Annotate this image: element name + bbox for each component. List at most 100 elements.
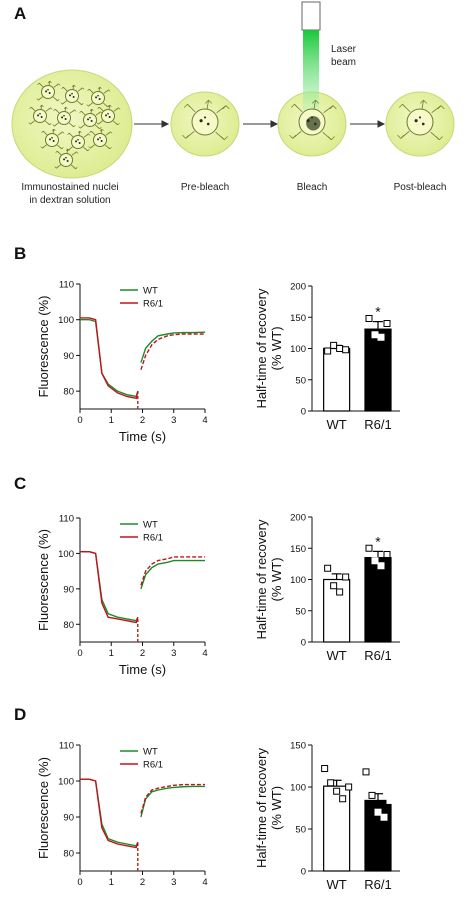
y-tick-label: 110 <box>59 741 74 752</box>
nucleus-process-branch <box>85 149 88 152</box>
nucleus-process-branch <box>65 148 69 151</box>
nucleus-process-branch <box>60 131 63 134</box>
legend-label-r61: R6/1 <box>143 760 163 771</box>
nucleus-process-branch <box>88 133 91 136</box>
y-tick-label: 90 <box>63 813 74 824</box>
nucleus-process-branch <box>327 136 332 140</box>
nucleus-process-branch <box>312 99 316 104</box>
nucleus-process-branch <box>28 122 31 125</box>
nucleus-process-branch <box>54 124 57 127</box>
nucleus-process-branch <box>47 123 50 126</box>
recovery-line-wt <box>140 559 205 590</box>
nucleus-process-branch <box>54 166 57 169</box>
nucleus-process <box>40 105 43 110</box>
nucleus-process-branch <box>76 151 79 154</box>
laser-label-line2: beam <box>331 57 356 68</box>
panel-c-charts: 80 90 100 110 0 1 2 3 4 Fluorescence (%) Time (s) W… <box>36 513 400 677</box>
x-tick-label: 3 <box>171 648 176 659</box>
nucleus-process-branch <box>97 86 101 89</box>
y-tick-label: 80 <box>63 849 74 860</box>
bar-y-tick-label: 150 <box>290 313 306 324</box>
nucleus-process <box>313 100 316 110</box>
data-point-r61 <box>374 808 382 816</box>
nucleus-process-branch <box>86 104 89 107</box>
nucleolus <box>108 115 111 118</box>
nucleus-process-branch <box>51 128 55 131</box>
data-point-r61 <box>377 333 385 341</box>
nucleus-process-branch <box>115 123 118 126</box>
laser-beam <box>303 30 319 110</box>
nucleus-process <box>421 100 424 110</box>
nucleus-process-branch <box>87 88 90 91</box>
nucleus-process-branch <box>98 111 101 114</box>
nucleus-process-branch <box>98 106 102 109</box>
bar-category-label-r61: R6/1 <box>364 417 391 432</box>
nucleus-process-branch <box>420 99 424 104</box>
x-tick-label: 1 <box>109 877 114 888</box>
nucleus-process-branch <box>79 103 82 106</box>
bar-y-axis-label-line2: (% WT) <box>269 326 284 370</box>
data-point-wt <box>330 582 338 590</box>
bar-category-label-r61: R6/1 <box>364 877 391 892</box>
nucleolus <box>100 139 103 142</box>
y-tick-label: 90 <box>63 584 74 595</box>
bar-y-axis-label-line1: Half-time of recovery <box>254 519 269 639</box>
data-point-wt <box>321 765 329 773</box>
nucleus-process-branch <box>88 88 92 91</box>
nucleus-process-branch <box>36 98 39 101</box>
nucleus-bleach <box>289 99 337 141</box>
nucleus-process-branch <box>97 127 100 130</box>
bar-y-tick-label: 100 <box>290 575 306 586</box>
bar-y-tick-label: 50 <box>295 375 306 386</box>
nucleolus <box>47 88 49 91</box>
nucleolus <box>52 139 55 142</box>
nucleolus <box>75 140 78 143</box>
arrow-3-head <box>377 120 386 128</box>
nucleolus <box>72 95 75 98</box>
nucleus-process-branch <box>72 109 75 112</box>
data-point-r61 <box>386 796 394 804</box>
data-point-r61 <box>365 544 373 552</box>
bleached-spot <box>306 116 321 131</box>
x-tick-label: 1 <box>109 415 114 426</box>
nucleus-process-branch <box>59 147 62 150</box>
y-tick-label: 100 <box>58 549 74 560</box>
nucleus-process-branch <box>97 106 100 109</box>
panel-a-schematic: Laser beam Immunostained nuclei in dextr… <box>11 1 455 206</box>
nucleus-small <box>28 104 53 126</box>
nucleus-process-branch <box>79 110 82 113</box>
nucleus-body <box>101 109 115 123</box>
nucleus-process-branch <box>39 104 43 107</box>
bar-y-tick-label: 150 <box>290 741 306 752</box>
nucleus-process-branch <box>68 132 72 135</box>
nucleus-process-branch <box>74 109 77 112</box>
legend-label-r61: R6/1 <box>143 299 163 310</box>
data-point-wt <box>345 783 353 791</box>
data-point-wt <box>336 345 344 352</box>
nucleus-process-branch <box>423 99 428 104</box>
bar-y-tick-label: 100 <box>290 344 306 355</box>
nucleus-process-branch <box>65 106 68 109</box>
nucleus-small <box>78 108 103 130</box>
x-tick-label: 4 <box>202 648 207 659</box>
panel-b-charts: 80 90 100 110 0 1 2 3 4 Fluorescence (%) Time (s) W… <box>36 280 400 444</box>
data-point-r61 <box>362 768 370 776</box>
nucleus-small <box>36 80 61 102</box>
nucleus-process-branch <box>400 134 405 139</box>
data-point-r61 <box>368 791 376 799</box>
nucleus-process <box>108 105 111 110</box>
nucleolus <box>77 138 79 141</box>
nucleus-process-branch <box>38 82 42 85</box>
nucleus-process <box>72 85 75 90</box>
nucleus-process-branch <box>98 122 101 125</box>
nucleolus <box>49 138 52 141</box>
data-point-r61 <box>380 813 388 821</box>
bar-y-tick-label: 0 <box>301 867 306 878</box>
nucleus-process-branch <box>205 99 209 104</box>
nucleus-process-branch <box>47 80 51 83</box>
nucleolus <box>87 118 90 121</box>
nucleus-process-branch <box>71 125 74 128</box>
panel-letter-d: D <box>14 705 27 724</box>
nucleolus <box>313 122 317 126</box>
y-tick-label: 100 <box>58 315 74 326</box>
